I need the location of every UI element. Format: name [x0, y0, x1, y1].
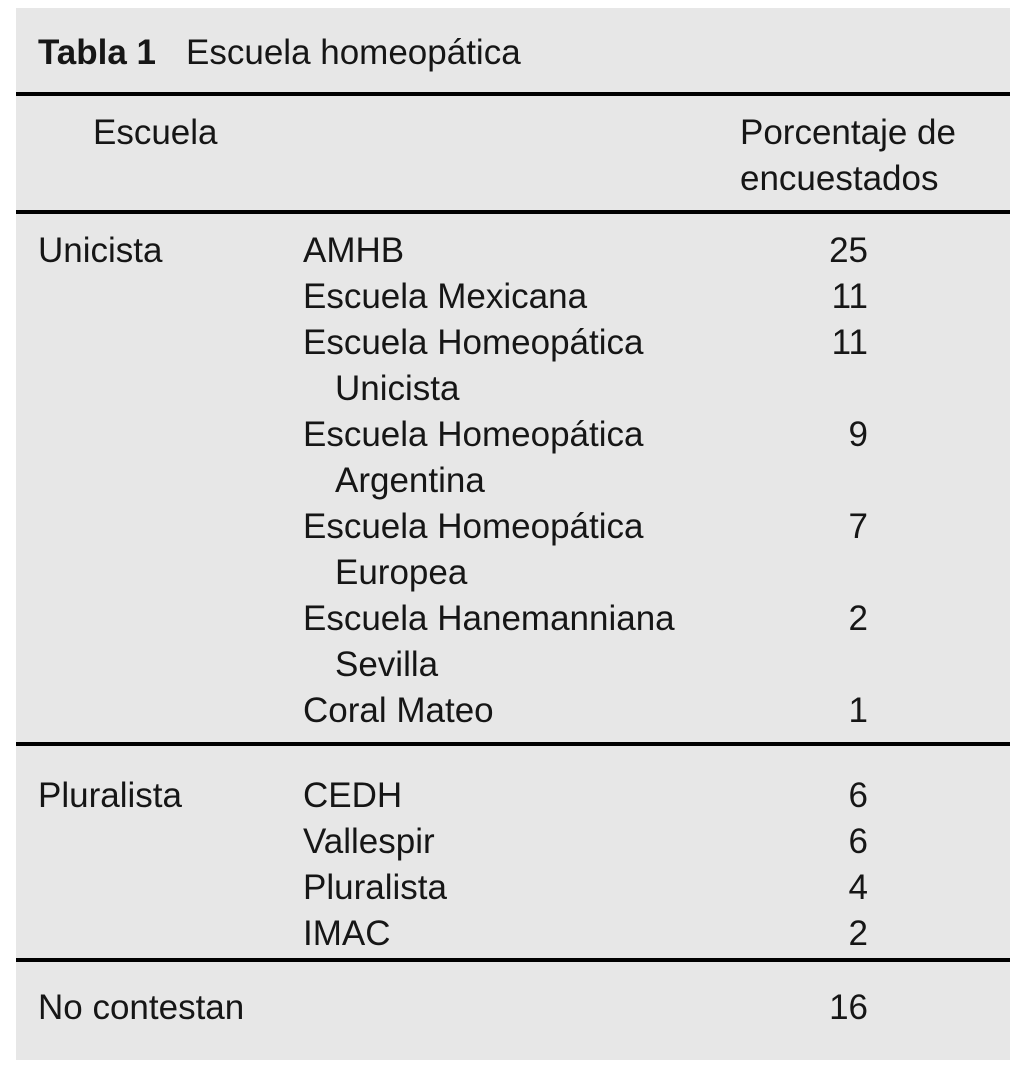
school-name-cont: Unicista: [335, 369, 460, 408]
school-name-cont: Sevilla: [335, 645, 439, 684]
value-cell: 11: [831, 277, 868, 316]
value-cell: 2: [848, 914, 868, 953]
rule-section-1: [16, 742, 1010, 746]
value-cell: 1: [848, 691, 868, 730]
school-name: IMAC: [303, 914, 391, 953]
table-row: Pluralista CEDH 6: [16, 773, 1010, 819]
school-cell: Escuela Homeopática Unicista: [303, 320, 740, 412]
school-cell: Vallespir: [303, 819, 740, 865]
school-name: Vallespir: [303, 822, 435, 861]
group-label: No contestan: [38, 988, 245, 1027]
school-name: AMHB: [303, 231, 405, 270]
value-cell: 6: [848, 776, 868, 815]
value-cell: 6: [848, 822, 868, 861]
group-label: [38, 274, 303, 320]
school-name: Escuela Homeopática: [303, 507, 644, 546]
header-percentage-line2: encuestados: [740, 159, 939, 198]
group-label: [38, 911, 303, 957]
school-name-cont: Argentina: [335, 461, 485, 500]
group-label: Pluralista: [38, 776, 182, 815]
table-caption: Tabla 1 Escuela homeopática: [38, 30, 1010, 76]
header-spacer: [303, 110, 740, 202]
group-label: [38, 865, 303, 911]
value-cell: 9: [848, 415, 868, 454]
section-unicista: Unicista AMHB 25 Escuela Mexicana 11 Esc…: [16, 228, 1010, 734]
value-cell: 7: [848, 507, 868, 546]
group-label: [38, 596, 303, 688]
table-card: Tabla 1 Escuela homeopática Escuela Porce…: [16, 8, 1010, 1060]
school-cell: Pluralista: [303, 865, 740, 911]
header-school: Escuela: [93, 113, 218, 152]
table-row: Vallespir 6: [16, 819, 1010, 865]
group-label: [38, 412, 303, 504]
school-name-cont: Europea: [335, 553, 468, 592]
table-row: Pluralista 4: [16, 865, 1010, 911]
table-title: Escuela homeopática: [186, 33, 521, 72]
school-cell: CEDH: [303, 773, 740, 819]
header-row: Escuela Porcentaje de encuestados: [16, 110, 1010, 202]
value-cell: 25: [829, 231, 868, 270]
school-cell: AMHB: [303, 228, 740, 274]
table-row: Escuela Homeopática Europea 7: [16, 504, 1010, 596]
school-cell: Escuela Hanemanniana Sevilla: [303, 596, 740, 688]
section-pluralista: Pluralista CEDH 6 Vallespir 6 Pluralista…: [16, 773, 1010, 957]
value-cell: 16: [829, 988, 868, 1027]
table-row: Escuela Hanemanniana Sevilla 2: [16, 596, 1010, 688]
rule-top: [16, 92, 1010, 96]
group-label: [38, 504, 303, 596]
header-percentage: Porcentaje de encuestados: [740, 110, 1010, 202]
school-cell: Escuela Mexicana: [303, 274, 740, 320]
value-cell: 4: [848, 868, 868, 907]
rule-header: [16, 210, 1010, 214]
school-name: Escuela Hanemanniana: [303, 599, 675, 638]
table-number: Tabla 1: [38, 33, 157, 72]
table-row: Escuela Homeopática Unicista 11: [16, 320, 1010, 412]
school-name: Escuela Homeopática: [303, 415, 644, 454]
value-cell: 11: [831, 323, 868, 362]
table-row: IMAC 2: [16, 911, 1010, 957]
group-label: [38, 688, 303, 734]
school-cell: IMAC: [303, 911, 740, 957]
group-label: Unicista: [38, 231, 163, 270]
table-row: No contestan 16: [16, 985, 1010, 1031]
group-label: [38, 819, 303, 865]
table-row: Unicista AMHB 25: [16, 228, 1010, 274]
table-row: Escuela Homeopática Argentina 9: [16, 412, 1010, 504]
school-name: CEDH: [303, 776, 403, 815]
value-cell: 2: [848, 599, 868, 638]
header-percentage-line1: Porcentaje de: [740, 113, 956, 152]
school-cell: [303, 985, 740, 1031]
table-row: Coral Mateo 1: [16, 688, 1010, 734]
school-cell: Coral Mateo: [303, 688, 740, 734]
school-name: Escuela Homeopática: [303, 323, 644, 362]
section-no-contestan: No contestan 16: [16, 985, 1010, 1031]
school-name: Pluralista: [303, 868, 447, 907]
group-label: [38, 320, 303, 412]
rule-section-2: [16, 958, 1010, 962]
school-cell: Escuela Homeopática Europea: [303, 504, 740, 596]
table-row: Escuela Mexicana 11: [16, 274, 1010, 320]
school-name: Coral Mateo: [303, 691, 494, 730]
school-cell: Escuela Homeopática Argentina: [303, 412, 740, 504]
school-name: Escuela Mexicana: [303, 277, 588, 316]
